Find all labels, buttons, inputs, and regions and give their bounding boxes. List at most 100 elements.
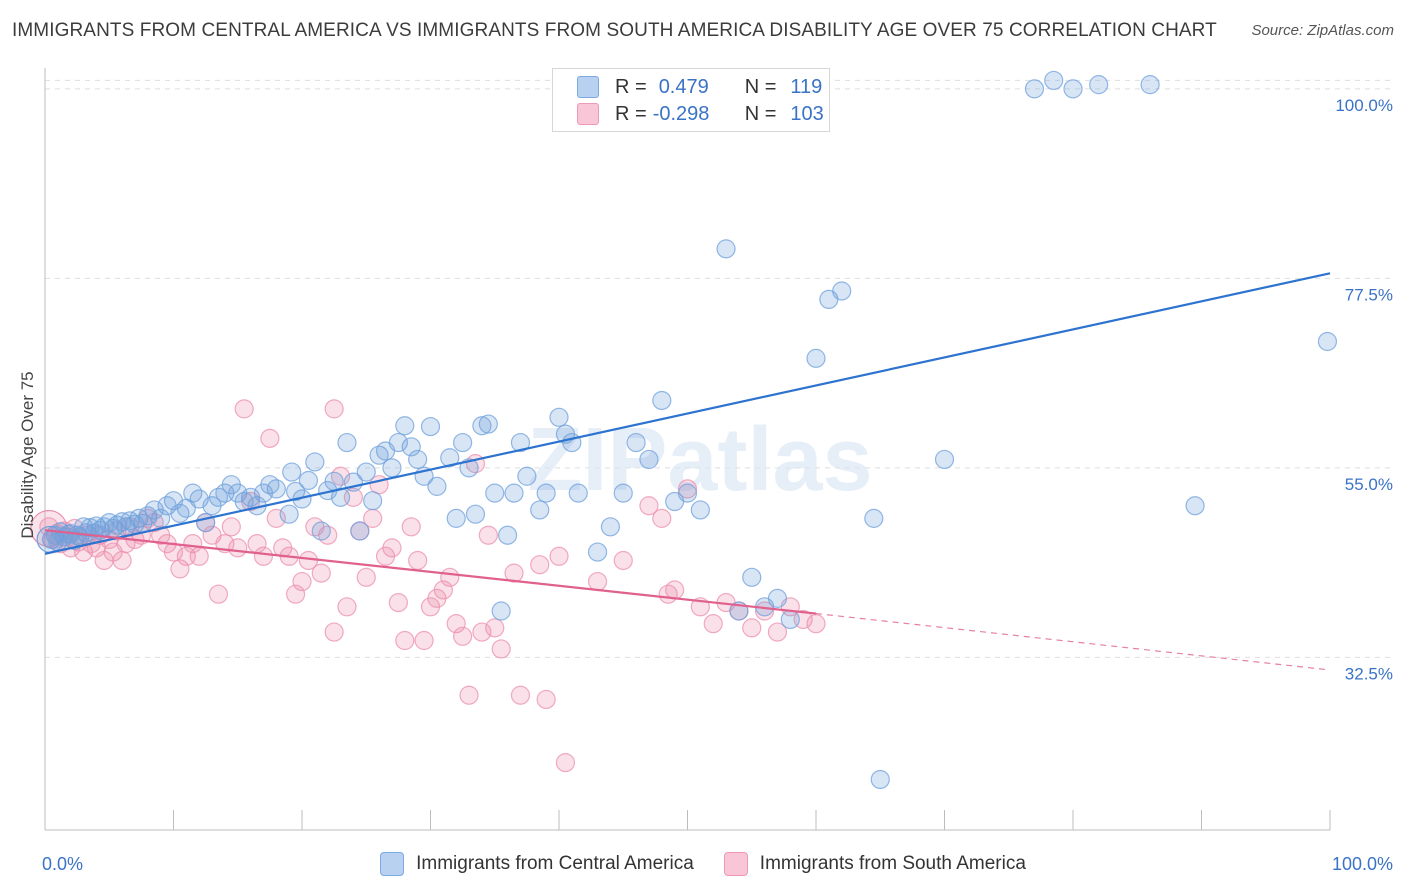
south-america-point	[311, 563, 331, 583]
central-america-point	[934, 449, 955, 470]
legend-n-label: N =	[744, 102, 777, 125]
central-america-point	[510, 432, 531, 453]
south-america-point	[530, 555, 550, 575]
south-america-point	[356, 567, 376, 587]
south-america-point	[510, 685, 531, 705]
south-america-point	[806, 614, 826, 634]
south-america-point	[665, 580, 685, 600]
south-america-point	[260, 428, 280, 448]
central-america-point	[1140, 75, 1160, 95]
south-america-point	[234, 399, 254, 419]
south-america-point	[742, 618, 762, 638]
legend-n-label: N =	[744, 75, 777, 98]
central-america-point	[530, 500, 550, 520]
central-america-point	[780, 609, 800, 630]
trend-lines	[44, 272, 1331, 671]
legend-r-label: R =	[615, 102, 647, 125]
south-america-point	[767, 622, 788, 642]
y-tick-label: 100.0%	[1335, 96, 1393, 115]
central-america-point	[324, 471, 344, 491]
central-america-point	[465, 504, 486, 524]
central-america-point	[498, 525, 518, 545]
central-america-point	[1063, 79, 1083, 99]
central-america-point	[408, 449, 428, 470]
legend-n-south: 103	[790, 102, 824, 125]
south-america-point	[388, 592, 408, 613]
south-america-point	[189, 546, 209, 566]
south-america-point	[112, 550, 132, 571]
central-america-point	[478, 414, 498, 434]
bottom-swatch-south	[723, 852, 748, 876]
central-america-point	[266, 479, 286, 499]
central-america-point	[491, 601, 511, 621]
y-tick-label: 77.5%	[1345, 285, 1393, 304]
central-america-point	[690, 500, 710, 520]
central-america-point	[311, 521, 331, 541]
south-america-point	[652, 508, 672, 528]
south-america-point	[536, 689, 556, 710]
central-america-point	[504, 483, 524, 503]
central-america-point	[427, 476, 447, 496]
south-america-point	[504, 563, 524, 583]
central-america-point	[401, 437, 421, 457]
central-america-point	[305, 452, 325, 472]
south-america-point	[395, 630, 415, 651]
central-america-point	[337, 432, 357, 453]
south-trend-line-extension	[815, 612, 1331, 671]
south-america-point	[382, 538, 402, 558]
y-axis-label: Disability Age Over 75	[18, 371, 37, 539]
central-america-point	[832, 281, 852, 301]
south-america-point	[587, 571, 608, 592]
central-america-point	[517, 466, 537, 486]
central-america-point	[1044, 70, 1064, 91]
y-tick-label: 55.0%	[1345, 475, 1393, 494]
y-tick-label: 32.5%	[1345, 664, 1393, 683]
legend-row-south: R = -0.298 N = 103	[577, 102, 824, 126]
correlation-legend: R = 0.479 N = 119 R = -0.298 N = 103	[552, 68, 830, 132]
central-america-point	[285, 481, 306, 502]
x-tick-label: 100.0%	[1332, 854, 1393, 874]
south-america-point	[453, 626, 473, 646]
central-america-point	[446, 508, 466, 528]
axes	[44, 68, 1331, 831]
central-america-point	[64, 530, 85, 550]
central-america-point	[568, 483, 588, 503]
tick-labels: 32.5% 55.0% 77.5% 100.0% 0.0% 100.0%	[42, 96, 1393, 874]
central-america-point	[282, 462, 302, 482]
south-america-point	[491, 639, 511, 659]
central-america-point	[363, 491, 383, 511]
central-america-point	[652, 390, 672, 411]
south-america-point	[485, 618, 505, 638]
central-america-point	[1089, 75, 1109, 95]
central-america-point	[1317, 331, 1338, 352]
legend-row-central: R = 0.479 N = 119	[577, 75, 822, 99]
central-trend-line	[44, 272, 1331, 555]
south-america-point	[170, 559, 190, 579]
central-america-point	[600, 517, 621, 537]
legend-swatch-south	[577, 103, 599, 125]
legend-r-south: -0.298	[652, 102, 710, 125]
central-america-point	[151, 508, 171, 528]
central-america-point	[1185, 496, 1205, 516]
central-america-point	[767, 588, 788, 608]
south-trend-line	[44, 529, 817, 615]
legend-r-label: R =	[615, 75, 647, 98]
bottom-legend-south-label: Immigrants from South America	[759, 853, 1026, 874]
central-america-point	[395, 416, 415, 436]
central-america-point	[356, 462, 376, 482]
central-america-point	[420, 416, 441, 437]
bottom-legend: Immigrants from Central America Immigran…	[0, 852, 1406, 876]
central-america-point	[677, 483, 698, 503]
legend-n-central: 119	[790, 75, 823, 98]
south-america-point	[324, 622, 344, 642]
legend-r-central: 0.479	[658, 75, 709, 98]
grid	[45, 79, 1392, 658]
central-america-point	[587, 542, 608, 562]
bottom-swatch-central	[380, 852, 405, 876]
south-america-point	[183, 534, 203, 554]
central-america-point	[382, 458, 402, 478]
central-america-point	[298, 470, 319, 491]
south-america-point	[337, 597, 357, 617]
south-america-point	[208, 584, 229, 604]
